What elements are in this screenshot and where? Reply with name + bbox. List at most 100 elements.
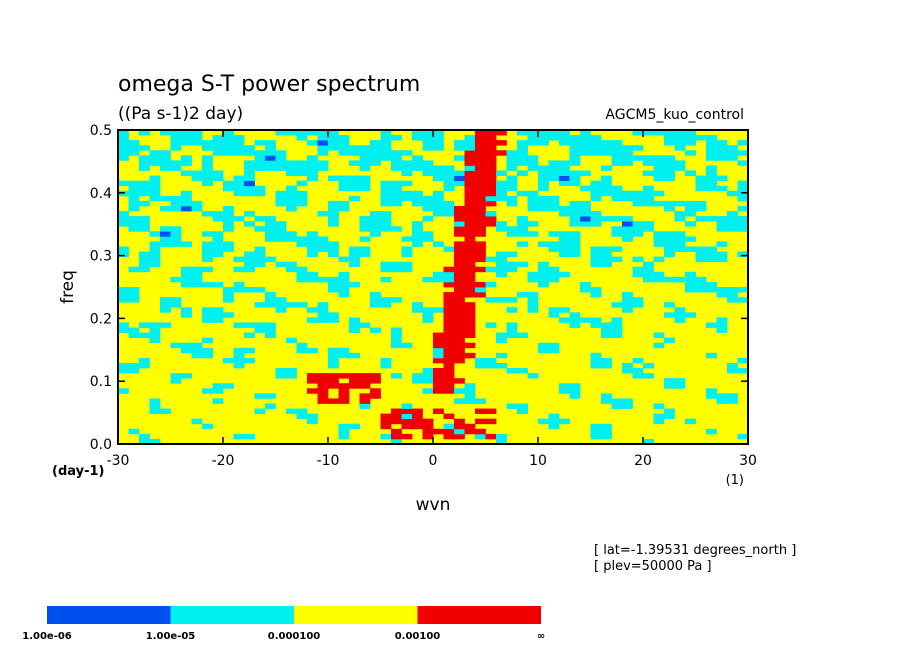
field-cell bbox=[307, 317, 318, 323]
field-cell bbox=[244, 347, 255, 354]
field-cell bbox=[317, 276, 329, 283]
field-cell bbox=[685, 135, 696, 141]
field-cell bbox=[485, 297, 497, 303]
field-cell bbox=[517, 155, 528, 161]
field-cell bbox=[706, 322, 717, 328]
field-cell bbox=[118, 211, 129, 217]
field-cell bbox=[286, 408, 297, 415]
field-cell bbox=[664, 241, 675, 247]
field-cell bbox=[443, 271, 455, 278]
field-cell bbox=[454, 312, 465, 318]
field-cell bbox=[265, 155, 276, 161]
field-cell bbox=[664, 170, 675, 176]
field-cell bbox=[338, 150, 350, 156]
field-cell bbox=[590, 246, 602, 252]
field-cell bbox=[349, 256, 360, 263]
field-cell bbox=[485, 322, 497, 328]
field-cell bbox=[548, 266, 560, 273]
field-cell bbox=[443, 292, 455, 298]
field-cell bbox=[202, 160, 213, 166]
field-cell bbox=[433, 205, 444, 212]
field-cell bbox=[443, 200, 455, 207]
field-cell bbox=[223, 312, 234, 318]
field-cell bbox=[527, 307, 539, 313]
field-cell bbox=[706, 246, 717, 252]
field-cell bbox=[454, 216, 465, 222]
field-cell bbox=[170, 140, 182, 146]
field-cell bbox=[202, 256, 213, 263]
field-cell bbox=[286, 368, 297, 374]
field-cell bbox=[233, 180, 245, 187]
field-cell bbox=[622, 226, 633, 232]
field-cell bbox=[475, 266, 486, 273]
field-cell bbox=[548, 205, 560, 212]
field-cell bbox=[622, 190, 633, 197]
field-cell bbox=[443, 373, 455, 379]
field-cell bbox=[695, 135, 707, 141]
field-cell bbox=[454, 433, 465, 440]
field-cell bbox=[569, 175, 581, 182]
field-cell bbox=[674, 378, 686, 384]
field-cell bbox=[433, 190, 444, 197]
field-cell bbox=[569, 388, 581, 394]
field-cell bbox=[317, 150, 329, 156]
field-cell bbox=[191, 271, 203, 278]
field-cell bbox=[611, 216, 623, 222]
field-cell bbox=[454, 322, 465, 328]
field-cell bbox=[475, 362, 486, 369]
field-cell bbox=[706, 165, 717, 171]
field-cell bbox=[160, 307, 171, 313]
field-cell bbox=[496, 150, 507, 156]
field-cell bbox=[275, 155, 287, 161]
field-cell bbox=[527, 130, 539, 136]
field-cell bbox=[296, 302, 308, 308]
field-cell bbox=[506, 195, 518, 202]
field-cell bbox=[590, 362, 602, 369]
field-cell bbox=[349, 352, 360, 359]
field-cell bbox=[601, 251, 612, 258]
field-cell bbox=[622, 231, 633, 237]
field-cell bbox=[506, 261, 518, 268]
field-cell bbox=[265, 297, 276, 303]
field-cell bbox=[317, 307, 329, 313]
field-cell bbox=[202, 352, 213, 359]
field-cell bbox=[422, 433, 434, 440]
field-cell bbox=[716, 398, 728, 404]
field-cell bbox=[202, 266, 213, 273]
field-cell bbox=[328, 383, 339, 389]
field-cell bbox=[716, 322, 728, 328]
field-cell bbox=[233, 175, 245, 182]
field-cell bbox=[149, 241, 161, 247]
field-cell bbox=[569, 145, 581, 151]
field-cell bbox=[664, 231, 675, 237]
field-cell bbox=[244, 332, 255, 339]
field-cell bbox=[160, 226, 171, 232]
field-cell bbox=[118, 287, 129, 293]
colorbar-label: 0.000100 bbox=[268, 631, 321, 642]
field-cell bbox=[296, 195, 308, 202]
field-cell bbox=[370, 231, 381, 237]
field-cell bbox=[517, 408, 528, 415]
field-cell bbox=[202, 241, 213, 247]
field-cell bbox=[349, 246, 360, 252]
field-cell bbox=[244, 256, 255, 263]
field-cell bbox=[244, 190, 255, 197]
field-cell bbox=[443, 352, 455, 359]
field-cell bbox=[128, 205, 140, 212]
field-cell bbox=[359, 393, 371, 399]
field-cell bbox=[202, 155, 213, 161]
field-cell bbox=[317, 383, 329, 389]
field-cell bbox=[401, 408, 413, 415]
field-cell bbox=[118, 135, 129, 141]
field-cell bbox=[653, 403, 665, 409]
field-cell bbox=[454, 287, 465, 293]
field-cell bbox=[307, 231, 318, 237]
field-cell bbox=[559, 236, 570, 242]
field-cell bbox=[265, 221, 276, 227]
field-cell bbox=[601, 261, 612, 268]
field-cell bbox=[601, 332, 612, 339]
field-cell bbox=[485, 155, 497, 161]
field-cell bbox=[391, 226, 402, 232]
field-cell bbox=[160, 408, 171, 415]
field-cell bbox=[422, 307, 434, 313]
